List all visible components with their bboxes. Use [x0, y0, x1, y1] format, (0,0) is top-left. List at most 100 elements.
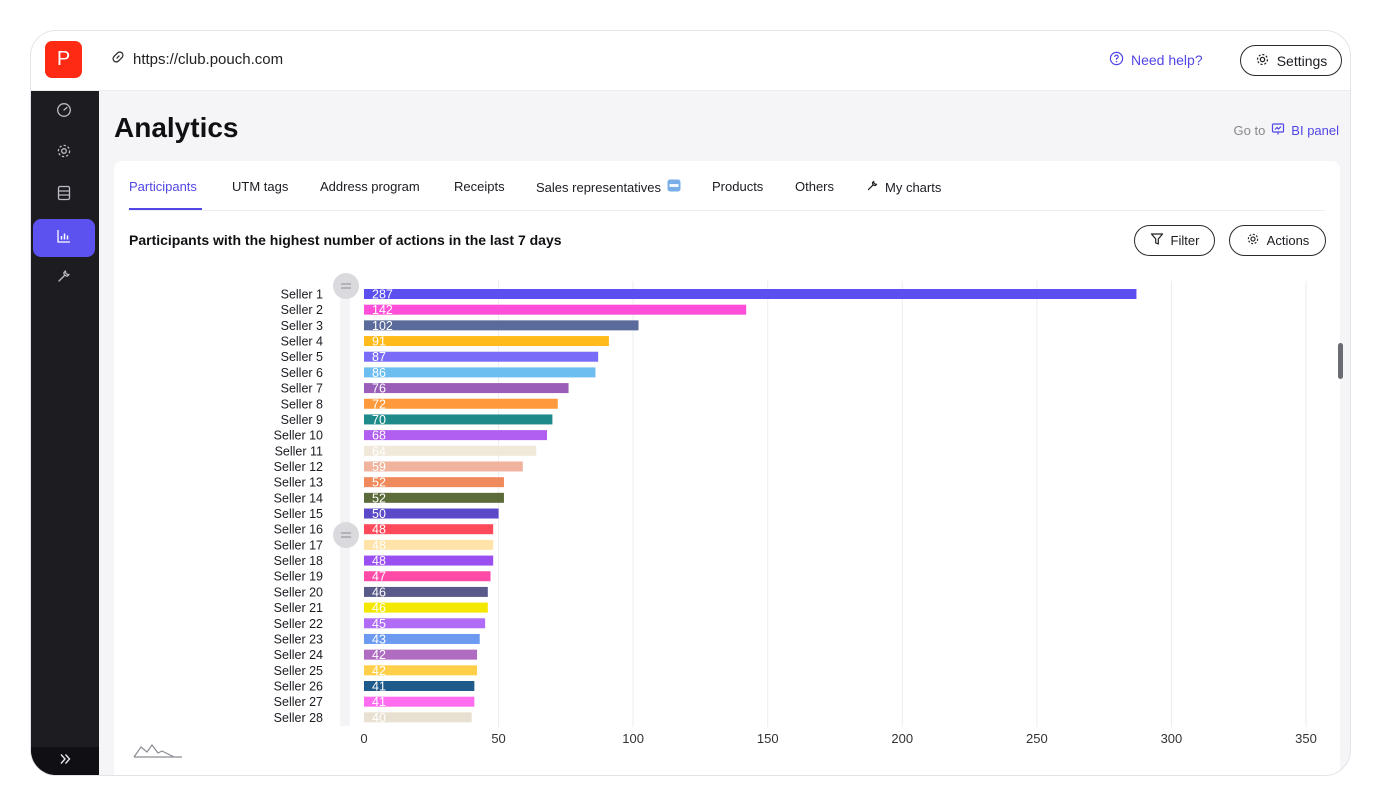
bar: [364, 383, 569, 394]
app-window: P https://club.pouch.com Need help? Sett…: [30, 30, 1351, 776]
bar-value-label: 68: [372, 429, 386, 443]
bar: [364, 681, 475, 691]
bar: [364, 367, 596, 378]
x-tick-label: 250: [1026, 731, 1048, 746]
bar: [364, 477, 504, 488]
actions-button[interactable]: Actions: [1229, 225, 1326, 256]
x-tick-label: 150: [757, 731, 779, 746]
y-category-label: Seller 13: [274, 476, 323, 490]
bar-value-label: 46: [372, 601, 386, 615]
bar-value-label: 52: [372, 476, 386, 490]
y-category-label: Seller 2: [281, 303, 323, 317]
y-category-label: Seller 5: [281, 350, 323, 364]
bar-value-label: 70: [372, 413, 386, 427]
goto-prefix: Go to: [1233, 123, 1266, 138]
tab-sales-representatives[interactable]: Sales representatives: [536, 179, 681, 195]
tab-address-program[interactable]: Address program: [320, 179, 420, 194]
bar-value-label: 48: [372, 554, 386, 568]
link-icon: [111, 50, 125, 68]
question-icon: [1109, 51, 1124, 69]
tab-label: Products: [712, 179, 764, 194]
y-category-label: Seller 25: [274, 664, 323, 678]
tab-label: My charts: [885, 179, 942, 195]
bar: [364, 649, 478, 660]
bar-value-label: 87: [372, 350, 386, 364]
sidebar-item-tools[interactable]: [33, 259, 95, 297]
url-text: https://club.pouch.com: [133, 50, 284, 68]
bar-value-label: 42: [372, 648, 386, 662]
tab-participants[interactable]: Participants: [129, 179, 197, 194]
bar-value-label: 48: [372, 523, 386, 537]
sidebar-item-dashboard[interactable]: [33, 93, 95, 131]
sidebar-item-analytics[interactable]: [33, 219, 95, 257]
y-category-label: Seller 18: [274, 554, 323, 568]
active-tab-indicator: [129, 208, 202, 210]
sidebar-expand-button[interactable]: [31, 747, 99, 775]
main-content: Analytics Go to BI panel Participants UT…: [99, 91, 1350, 775]
tab-receipts[interactable]: Receipts: [454, 179, 505, 194]
y-category-label: Seller 3: [281, 319, 323, 333]
bar-value-label: 64: [372, 444, 386, 458]
bar-value-label: 41: [372, 695, 386, 709]
y-category-label: Seller 10: [274, 429, 323, 443]
page-title: Analytics: [114, 112, 239, 143]
url-display[interactable]: https://club.pouch.com: [111, 50, 283, 68]
y-category-label: Seller 16: [274, 523, 323, 537]
filter-button[interactable]: Filter: [1134, 225, 1215, 256]
bar: [364, 665, 478, 676]
database-icon: [56, 185, 72, 206]
bar: [364, 336, 609, 347]
tab-others[interactable]: Others: [795, 179, 834, 194]
bar: [364, 320, 639, 331]
bar: [364, 289, 1137, 299]
bar-value-label: 287: [372, 288, 393, 302]
tab-products[interactable]: Products: [712, 179, 763, 194]
settings-button[interactable]: Settings: [1240, 45, 1342, 76]
bar-value-label: 91: [372, 335, 386, 349]
dashboard-icon: [56, 102, 72, 123]
bar: [364, 492, 504, 503]
handle-grip-icon: [341, 283, 351, 289]
new-badge-icon: [667, 179, 681, 195]
bar-value-label: 102: [372, 319, 393, 333]
bi-panel-link[interactable]: Go to BI panel: [1234, 122, 1340, 139]
need-help-link[interactable]: Need help?: [1109, 51, 1203, 69]
bar: [364, 461, 523, 472]
bar: [364, 351, 599, 362]
gear-icon: [1255, 52, 1270, 70]
bar-value-label: 52: [372, 491, 386, 505]
y-category-label: Seller 8: [281, 397, 323, 411]
bar-value-label: 76: [372, 382, 386, 396]
y-category-label: Seller 24: [274, 648, 323, 662]
scrollbar-thumb[interactable]: [1338, 343, 1343, 379]
y-category-label: Seller 12: [274, 460, 323, 474]
bar: [364, 445, 537, 456]
bar: [364, 304, 747, 315]
bar: [364, 633, 480, 644]
bar-value-label: 41: [372, 680, 386, 694]
bar: [364, 571, 491, 582]
y-category-label: Seller 7: [281, 382, 323, 396]
sidebar-item-database[interactable]: [33, 176, 95, 214]
bar-value-label: 42: [372, 664, 386, 678]
y-category-label: Seller 1: [281, 288, 323, 302]
tab-my-charts[interactable]: My charts: [866, 179, 941, 195]
y-category-label: Seller 19: [274, 570, 323, 584]
range-slider-track: [340, 274, 350, 726]
bar-value-label: 142: [372, 303, 393, 317]
tab-utm-tags[interactable]: UTM tags: [232, 179, 288, 194]
y-category-label: Seller 20: [274, 585, 323, 599]
bar-value-label: 45: [372, 617, 386, 631]
y-category-label: Seller 6: [281, 366, 323, 380]
need-help-label: Need help?: [1131, 52, 1203, 68]
y-category-label: Seller 27: [274, 695, 323, 709]
filter-icon: [1150, 232, 1164, 249]
app-logo[interactable]: P: [45, 41, 82, 78]
y-category-label: Seller 26: [274, 680, 323, 694]
y-category-label: Seller 17: [274, 538, 323, 552]
sidebar-item-settings[interactable]: [33, 134, 95, 172]
sidebar: [31, 91, 99, 775]
gear-icon: [1246, 232, 1260, 249]
top-bar: P https://club.pouch.com Need help? Sett…: [31, 31, 1350, 91]
bar: [364, 414, 553, 425]
